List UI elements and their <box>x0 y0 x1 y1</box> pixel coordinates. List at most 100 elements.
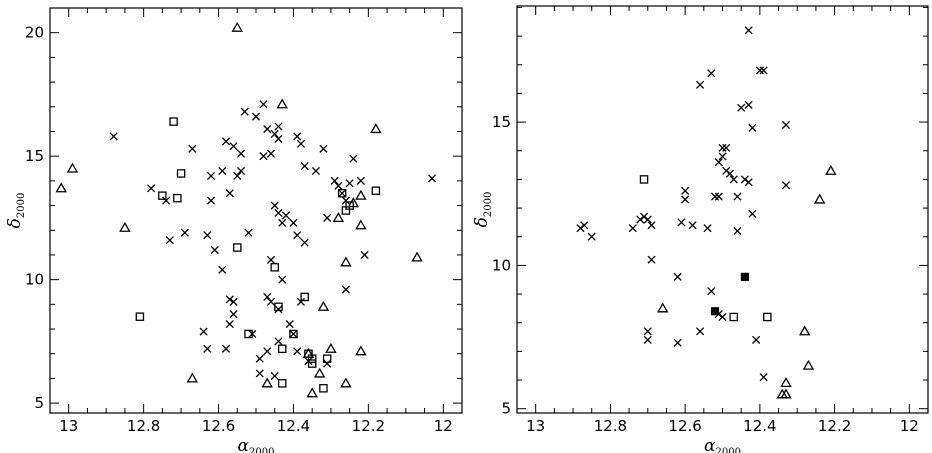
square-point <box>173 193 182 203</box>
cross-point <box>109 132 118 141</box>
cross-point <box>755 66 764 75</box>
cross-point <box>259 100 268 109</box>
cross-point <box>218 166 227 176</box>
cross-point <box>781 120 791 130</box>
cross-point <box>696 80 705 89</box>
plot-frame <box>516 5 929 414</box>
x-tick-label: 12.6 <box>668 417 701 435</box>
cross-point <box>744 100 753 109</box>
triangle-point <box>825 164 837 175</box>
cross-point <box>744 26 753 35</box>
cross-point <box>270 371 279 381</box>
cross-point <box>147 184 156 193</box>
square-point <box>169 117 178 126</box>
cross-point <box>781 181 791 190</box>
triangle-point <box>276 98 288 109</box>
triangle-point <box>325 342 337 353</box>
cross-point <box>737 103 746 112</box>
cross-point <box>210 245 219 255</box>
cross-point <box>296 139 306 148</box>
x-tick-label: 12.2 <box>818 417 851 435</box>
cross-point <box>236 166 246 176</box>
triangle-point <box>340 377 352 388</box>
triangle-point <box>802 359 815 370</box>
cross-point <box>296 297 306 306</box>
cross-point <box>748 209 757 218</box>
cross-point <box>281 211 291 220</box>
square-point <box>319 384 328 393</box>
y-tick-label: 5 <box>501 400 511 418</box>
cross-point <box>718 312 727 322</box>
square-point <box>639 175 649 184</box>
cross-point <box>718 152 727 161</box>
triangle-point <box>780 388 792 399</box>
cross-point <box>270 129 279 139</box>
cross-point <box>643 327 652 336</box>
plot-frame <box>49 7 463 414</box>
cross-point <box>293 132 302 141</box>
y-tick-label: 10 <box>492 256 511 274</box>
cross-point <box>300 161 309 171</box>
filled-square-point <box>710 307 720 316</box>
cross-point <box>673 338 682 347</box>
cross-point <box>274 134 283 143</box>
square-point <box>158 191 167 200</box>
triangle-point <box>347 197 360 208</box>
cross-point <box>229 310 238 319</box>
cross-point <box>180 228 189 237</box>
cross-point <box>323 359 332 368</box>
cross-point <box>341 285 350 294</box>
cross-point <box>255 354 264 363</box>
square-point <box>135 312 145 321</box>
cross-point <box>688 221 697 230</box>
cross-point <box>285 320 294 329</box>
filled-square-point <box>740 272 750 281</box>
square-point <box>729 312 738 322</box>
cross-point <box>330 176 339 185</box>
cross-point <box>748 123 757 132</box>
y-tick-label: 10 <box>25 271 44 289</box>
cross-point <box>221 344 231 353</box>
triangle-point <box>317 300 330 311</box>
cross-point <box>707 287 716 296</box>
square-point <box>371 186 381 195</box>
triangle-point <box>813 193 826 204</box>
cross-point <box>681 186 690 195</box>
cross-point <box>278 275 287 284</box>
cross-point <box>218 265 227 274</box>
cross-point <box>274 208 283 218</box>
cross-point <box>225 189 234 198</box>
triangle-point <box>355 219 367 230</box>
cross-point <box>580 221 589 230</box>
x-tick-label: 12.6 <box>202 417 235 435</box>
cross-point <box>722 143 731 152</box>
triangle-point <box>798 325 811 336</box>
cross-point <box>199 327 208 336</box>
cross-point <box>162 196 171 205</box>
cross-point <box>240 107 249 116</box>
square-point <box>277 379 287 388</box>
cross-point <box>278 218 287 227</box>
cross-point <box>274 122 283 131</box>
cross-point <box>733 226 742 236</box>
triangle-point <box>780 376 792 388</box>
cross-point <box>263 124 272 134</box>
cross-point <box>759 66 768 75</box>
cross-point <box>733 192 742 201</box>
triangle-point <box>55 182 67 193</box>
cross-point <box>319 144 328 153</box>
cross-point <box>221 137 231 146</box>
cross-point <box>229 297 238 306</box>
cross-point <box>587 232 596 241</box>
cross-point <box>274 337 283 346</box>
square-point <box>300 292 309 302</box>
cross-point <box>206 171 216 180</box>
x-tick-label: 12 <box>900 417 919 435</box>
square-point <box>274 302 283 312</box>
cross-point <box>639 212 649 221</box>
cross-point <box>707 69 716 78</box>
cross-point <box>338 189 347 198</box>
cross-point <box>729 175 738 184</box>
y-axis-title: δ2000 <box>472 192 494 228</box>
cross-point <box>334 181 343 190</box>
